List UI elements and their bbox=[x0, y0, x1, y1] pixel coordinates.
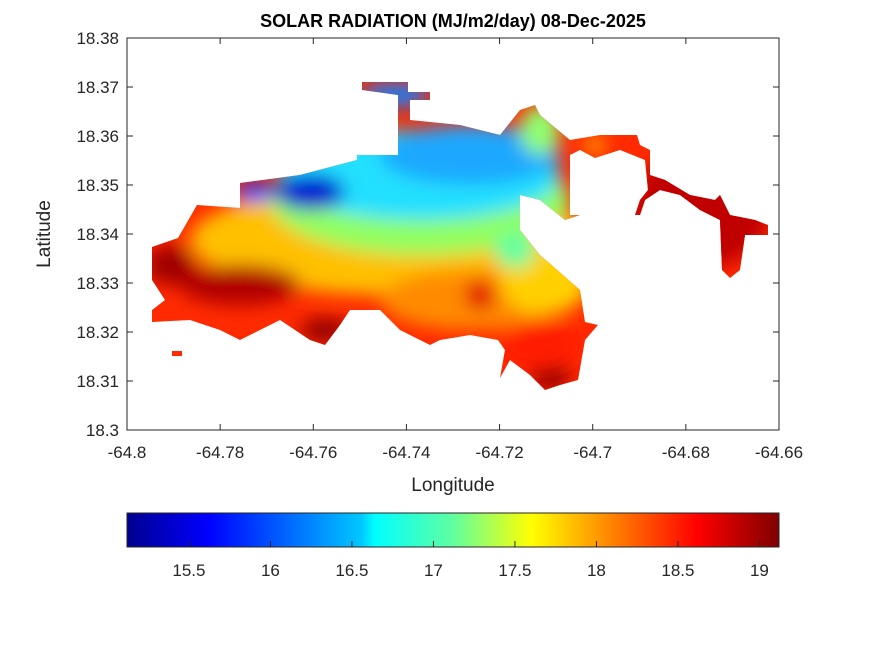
x-tick-label: -64.8 bbox=[108, 443, 147, 462]
colorbar-tick-label: 18 bbox=[587, 561, 606, 580]
colorbar-tick-label: 19 bbox=[750, 561, 769, 580]
y-axis-label: Latitude bbox=[34, 200, 55, 268]
region-darkred-s bbox=[300, 318, 350, 342]
region-cyan-east bbox=[495, 232, 535, 268]
x-tick-label: -64.78 bbox=[196, 443, 244, 462]
x-tick-label: -64.74 bbox=[382, 443, 430, 462]
x-axis: -64.8 -64.78 -64.76 -64.74 -64.72 -64.7 -64.68… bbox=[108, 38, 803, 462]
region-blue-top bbox=[360, 83, 430, 107]
colorbar-ticks: 15.5 16 16.5 17 17.5 18 18.5 19 bbox=[172, 541, 769, 580]
colorbar-tick-label: 18.5 bbox=[661, 561, 694, 580]
colorbar-tick-label: 15.5 bbox=[172, 561, 205, 580]
region-green-northeast bbox=[520, 105, 560, 155]
chart-title: SOLAR RADIATION (MJ/m2/day) 08-Dec-2025 bbox=[260, 11, 646, 31]
x-axis-label: Longitude bbox=[411, 475, 494, 496]
y-tick-label: 18.3 bbox=[86, 421, 119, 440]
region-darkred-east bbox=[630, 150, 768, 270]
region-darkred-w bbox=[152, 245, 195, 285]
region-lightblue-north bbox=[380, 125, 560, 185]
region-red-southeast bbox=[500, 320, 580, 370]
y-tick-label: 18.36 bbox=[76, 127, 119, 146]
y-tick-label: 18.32 bbox=[76, 323, 119, 342]
region-blue-left bbox=[235, 182, 275, 202]
map-field bbox=[152, 82, 768, 390]
y-tick-label: 18.34 bbox=[76, 225, 119, 244]
colorbar-tick-label: 16.5 bbox=[335, 561, 368, 580]
x-tick-label: -64.7 bbox=[573, 443, 612, 462]
region-blue-northwest bbox=[275, 174, 345, 210]
y-tick-label: 18.31 bbox=[76, 372, 119, 391]
x-tick-label: -64.68 bbox=[662, 443, 710, 462]
x-tick-label: -64.76 bbox=[289, 443, 337, 462]
region-red-center bbox=[465, 280, 495, 310]
y-tick-label: 18.35 bbox=[76, 176, 119, 195]
colorbar bbox=[126, 512, 780, 548]
colorbar-tick-label: 17 bbox=[424, 561, 443, 580]
y-tick-label: 18.37 bbox=[76, 78, 119, 97]
x-tick-label: -64.72 bbox=[475, 443, 523, 462]
colorbar-tick-label: 17.5 bbox=[498, 561, 531, 580]
y-tick-label: 18.33 bbox=[76, 274, 119, 293]
x-tick-label: -64.66 bbox=[755, 443, 803, 462]
region-darkred-sw bbox=[180, 265, 300, 305]
region-yellow-arm bbox=[585, 137, 605, 153]
y-tick-label: 18.38 bbox=[76, 29, 119, 48]
colorbar-tick-label: 16 bbox=[261, 561, 280, 580]
y-axis: 18.3 18.31 18.32 18.33 18.34 18.35 18.36 18.37 1… bbox=[76, 29, 779, 440]
